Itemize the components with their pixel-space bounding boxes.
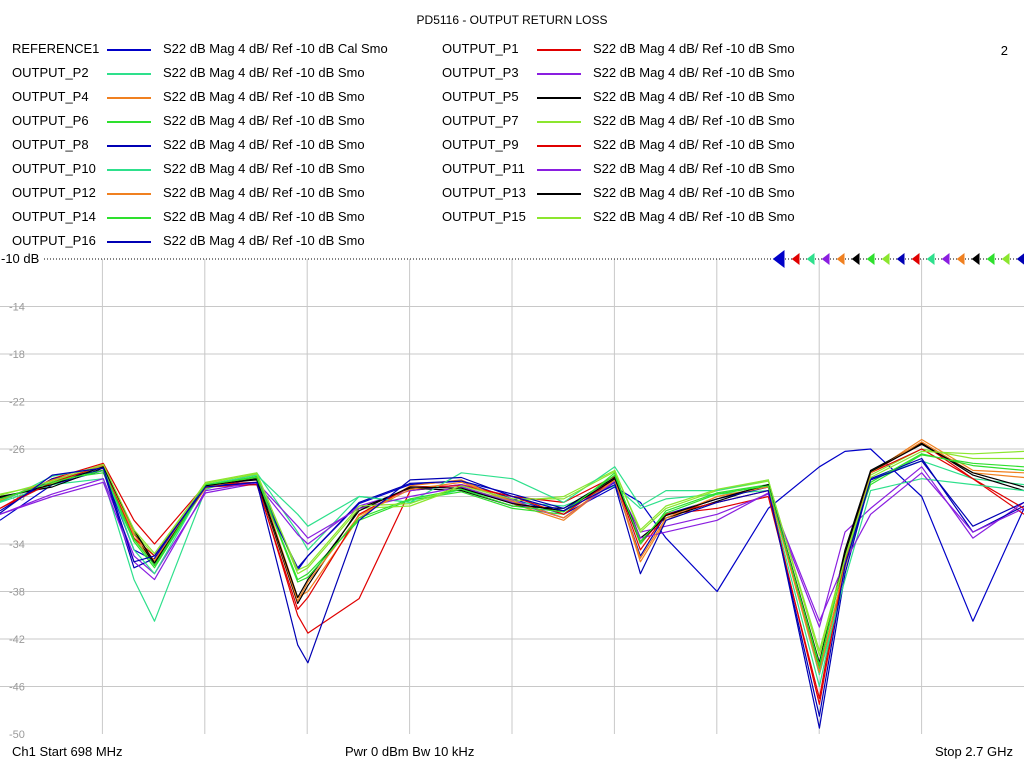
legend-trace-format: S22 dB Mag 4 dB/ Ref -10 dB Smo [593, 209, 795, 224]
reference-marker-icon [821, 252, 830, 266]
legend-trace-format: S22 dB Mag 4 dB/ Ref -10 dB Smo [593, 113, 795, 128]
legend-swatch [537, 73, 581, 75]
legend-trace-name: OUTPUT_P9 [442, 137, 519, 152]
legend-trace-name: OUTPUT_P7 [442, 113, 519, 128]
legend-swatch [537, 97, 581, 99]
reference-marker-icon [772, 249, 785, 269]
power-bandwidth-label: Pwr 0 dBm Bw 10 kHz [345, 744, 475, 759]
legend-trace-format: S22 dB Mag 4 dB/ Ref -10 dB Smo [163, 113, 365, 128]
reference-marker-icon [941, 252, 950, 266]
legend-trace-name: OUTPUT_P3 [442, 65, 519, 80]
y-tick-label: -14 [9, 302, 25, 314]
y-tick-label: -26 [9, 444, 25, 456]
legend-trace-format: S22 dB Mag 4 dB/ Ref -10 dB Smo [593, 137, 795, 152]
reference-marker-icon [881, 252, 890, 266]
legend-swatch [107, 121, 151, 123]
y-tick-label: -18 [9, 349, 25, 361]
legend-trace-format: S22 dB Mag 4 dB/ Ref -10 dB Smo [593, 89, 795, 104]
reference-marker-icon [836, 252, 845, 266]
legend-trace-format: S22 dB Mag 4 dB/ Ref -10 dB Cal Smo [163, 41, 388, 56]
reference-marker-icon [806, 252, 815, 266]
trace-output-p10 [0, 466, 1024, 676]
legend-swatch [107, 49, 151, 51]
legend-trace-name: OUTPUT_P15 [442, 209, 526, 224]
legend-trace-format: S22 dB Mag 4 dB/ Ref -10 dB Smo [163, 65, 365, 80]
y-tick-label: -34 [9, 539, 25, 551]
trace-output-p8 [0, 457, 1024, 729]
legend-trace-name: OUTPUT_P16 [12, 233, 96, 248]
legend-trace-name: OUTPUT_P1 [442, 41, 519, 56]
reference-marker-icon [1016, 253, 1024, 265]
legend-trace-name: OUTPUT_P10 [12, 161, 96, 176]
legend-swatch [107, 73, 151, 75]
legend-swatch [107, 145, 151, 147]
legend-trace-format: S22 dB Mag 4 dB/ Ref -10 dB Smo [163, 137, 365, 152]
legend-trace-name: OUTPUT_P11 [442, 161, 525, 176]
reference-level-label: -10 dB [1, 251, 39, 266]
sweep-stop-label: Stop 2.7 GHz [934, 744, 1013, 759]
trace-output-p15 [0, 450, 1024, 657]
legend-swatch [537, 121, 581, 123]
trace-output-p16 [0, 460, 1024, 717]
legend-trace-format: S22 dB Mag 4 dB/ Ref -10 dB Smo [163, 209, 365, 224]
reference-marker-icon [956, 252, 965, 266]
legend-trace-format: S22 dB Mag 4 dB/ Ref -10 dB Smo [163, 161, 365, 176]
legend-trace-name: REFERENCE1 [12, 41, 100, 56]
legend-trace-format: S22 dB Mag 4 dB/ Ref -10 dB Smo [163, 89, 365, 104]
legend-trace-name: OUTPUT_P13 [442, 185, 526, 200]
legend-trace-name: OUTPUT_P4 [12, 89, 89, 104]
legend-swatch [537, 217, 581, 219]
legend-trace-name: OUTPUT_P2 [12, 65, 89, 80]
reference-marker-icon [971, 252, 980, 266]
y-tick-label: -38 [9, 587, 25, 599]
legend-swatch [107, 193, 151, 195]
legend-trace-name: OUTPUT_P5 [442, 89, 519, 104]
legend-swatch [537, 169, 581, 171]
y-tick-label: -42 [9, 634, 25, 646]
y-tick-label: -50 [9, 729, 25, 741]
legend-trace-name: OUTPUT_P6 [12, 113, 89, 128]
legend-swatch [107, 169, 151, 171]
reference-marker-icon [986, 252, 995, 266]
legend-swatch [107, 241, 151, 243]
legend-swatch [107, 97, 151, 99]
y-tick-label: -22 [9, 397, 25, 409]
reference-marker-icon [911, 252, 920, 266]
legend-trace-format: S22 dB Mag 4 dB/ Ref -10 dB Smo [593, 161, 795, 176]
reference-marker-icon [791, 252, 800, 266]
legend-swatch [537, 49, 581, 51]
legend-trace-name: OUTPUT_P14 [12, 209, 96, 224]
legend-trace-name: OUTPUT_P12 [12, 185, 96, 200]
legend-swatch [537, 145, 581, 147]
reference-marker-icon [866, 252, 875, 266]
chart-title: PD5116 - OUTPUT RETURN LOSS [416, 13, 608, 27]
trace-output-p11 [0, 472, 1024, 622]
legend-trace-format: S22 dB Mag 4 dB/ Ref -10 dB Smo [163, 185, 365, 200]
legend-trace-format: S22 dB Mag 4 dB/ Ref -10 dB Smo [593, 65, 795, 80]
legend-trace-format: S22 dB Mag 4 dB/ Ref -10 dB Smo [593, 41, 795, 56]
legend-trace-format: S22 dB Mag 4 dB/ Ref -10 dB Smo [593, 185, 795, 200]
legend-swatch [537, 193, 581, 195]
reference-marker-icon [926, 252, 935, 266]
sweep-start-label: Ch1 Start 698 MHz [12, 744, 123, 759]
reference-marker-icon [851, 252, 860, 266]
legend-trace-name: OUTPUT_P8 [12, 137, 89, 152]
trace-output-p13 [0, 443, 1024, 666]
reference-marker-icon [1001, 252, 1010, 266]
channel-number: 2 [1000, 43, 1008, 58]
legend-trace-format: S22 dB Mag 4 dB/ Ref -10 dB Smo [163, 233, 365, 248]
y-tick-label: -46 [9, 682, 25, 694]
reference-marker-icon [896, 252, 905, 266]
legend-swatch [107, 217, 151, 219]
